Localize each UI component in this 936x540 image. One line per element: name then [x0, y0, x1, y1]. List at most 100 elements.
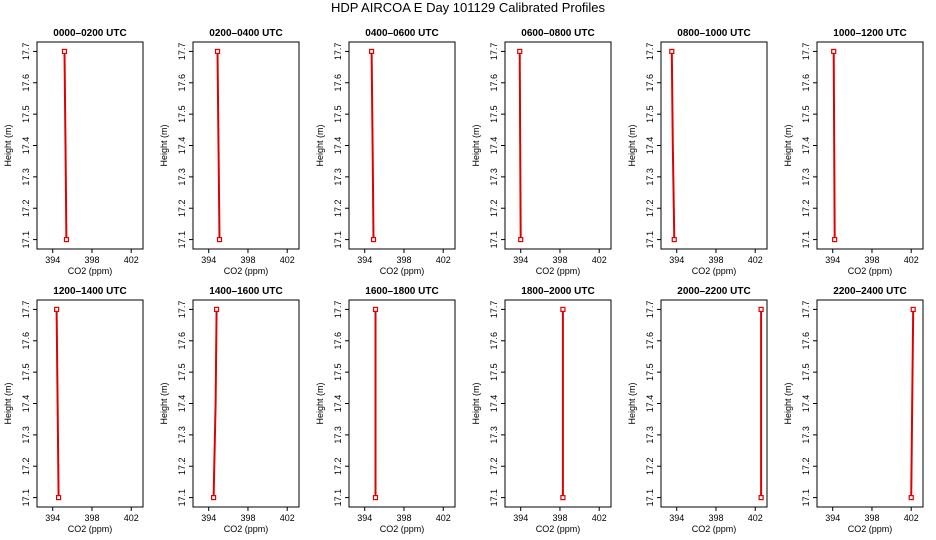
chart-panel: 0600–0800 UTC 394 398 402 CO2 (ppm) 17.1 17.2 1…: [471, 28, 612, 276]
y-tick-label: 17.3: [333, 168, 343, 186]
y-tick-label: 17.5: [177, 105, 187, 123]
y-tick-label: 17.7: [21, 301, 31, 319]
y-tick-label: 17.3: [801, 168, 811, 186]
x-tick-label: 398: [552, 255, 567, 265]
panel-title: 0400–0600 UTC: [365, 28, 438, 39]
plot-frame: [36, 299, 144, 508]
y-tick-label: 17.7: [333, 301, 343, 319]
y-tick-label: 17.7: [333, 43, 343, 61]
y-axis-label: Height (m): [315, 124, 325, 166]
data-point-marker: [908, 494, 914, 501]
x-tick-label: 398: [240, 513, 255, 523]
y-tick-label: 17.2: [645, 199, 655, 217]
plot-frame: [504, 299, 612, 508]
y-tick-label: 17.6: [645, 332, 655, 350]
y-tick-label: 17.4: [21, 395, 31, 413]
y-axis-label: Height (m): [3, 124, 13, 166]
y-tick-label: 17.5: [21, 105, 31, 123]
x-tick-label: 402: [592, 513, 607, 523]
plot-frame: [36, 41, 144, 250]
data-point-marker: [216, 236, 223, 243]
y-tick-label: 17.5: [801, 363, 811, 381]
y-tick-label: 17.6: [333, 332, 343, 350]
plot-frame: [348, 299, 456, 508]
x-tick-label: 398: [552, 513, 567, 523]
y-tick-label: 17.2: [21, 199, 31, 217]
x-tick-label: 398: [396, 513, 411, 523]
y-tick-label: 17.1: [801, 489, 811, 507]
plot-frame: [660, 299, 768, 508]
chart-panel: 0800–1000 UTC 394 398 402 CO2 (ppm) 17.1 17.2 1…: [627, 28, 768, 276]
x-tick-label: 398: [708, 255, 723, 265]
data-point-marker: [370, 236, 377, 243]
y-axis-label: Height (m): [159, 124, 169, 166]
x-axis-label: CO2 (ppm): [536, 266, 581, 276]
profile-line: [55, 309, 60, 498]
x-tick-label: 398: [864, 513, 879, 523]
profile-line: [670, 51, 676, 240]
y-tick-label: 17.4: [489, 137, 499, 155]
data-point-marker: [214, 48, 221, 55]
panel-title: 1000–1200 UTC: [833, 28, 906, 39]
y-tick-label: 17.1: [333, 489, 343, 507]
page-title: HDP AIRCOA E Day 101129 Calibrated Profi…: [330, 0, 606, 15]
panel-title: 1800–2000 UTC: [521, 286, 594, 297]
x-tick-label: 394: [669, 513, 684, 523]
y-tick-label: 17.7: [645, 43, 655, 61]
y-axis-label: Height (m): [3, 382, 13, 424]
data-point-marker: [560, 494, 566, 501]
panel-title: 1600–1800 UTC: [365, 286, 438, 297]
y-tick-label: 17.3: [177, 168, 187, 186]
y-tick-label: 17.3: [21, 168, 31, 186]
y-tick-label: 17.5: [489, 105, 499, 123]
x-tick-label: 394: [45, 255, 60, 265]
x-tick-label: 402: [280, 513, 295, 523]
chart-panel: 0200–0400 UTC 394 398 402 CO2 (ppm) 17.1 17.2 1…: [159, 28, 300, 276]
data-point-marker: [560, 306, 566, 313]
y-tick-label: 17.1: [21, 489, 31, 507]
x-tick-label: 394: [513, 513, 528, 523]
y-tick-label: 17.2: [801, 457, 811, 475]
data-point-marker: [758, 306, 764, 313]
chart-panel: 0000–0200 UTC 394 398 402 CO2 (ppm) 17.1 17.2 1…: [3, 28, 144, 276]
x-tick-label: 398: [864, 255, 879, 265]
chart-panel: 1200–1400 UTC 394 398 402 CO2 (ppm) 17.1 17.2 1…: [3, 286, 144, 534]
y-tick-label: 17.5: [21, 363, 31, 381]
profile-line: [63, 51, 68, 240]
x-tick-label: 402: [592, 255, 607, 265]
x-axis-label: CO2 (ppm): [536, 524, 581, 534]
y-axis-label: Height (m): [159, 382, 169, 424]
y-tick-label: 17.1: [333, 231, 343, 249]
x-axis-label: CO2 (ppm): [692, 266, 737, 276]
y-tick-label: 17.2: [489, 457, 499, 475]
profile-line: [370, 51, 375, 240]
x-tick-label: 394: [825, 255, 840, 265]
y-tick-label: 17.2: [801, 199, 811, 217]
panel-title: 0200–0400 UTC: [209, 28, 282, 39]
y-tick-label: 17.7: [177, 43, 187, 61]
y-tick-label: 17.5: [333, 363, 343, 381]
profile-line: [216, 51, 221, 240]
y-tick-label: 17.5: [177, 363, 187, 381]
y-tick-label: 17.3: [645, 168, 655, 186]
y-tick-label: 17.3: [645, 426, 655, 444]
y-axis-label: Height (m): [315, 382, 325, 424]
y-tick-label: 17.7: [645, 301, 655, 319]
y-tick-label: 17.2: [177, 199, 187, 217]
data-point-marker: [372, 494, 379, 501]
y-axis-label: Height (m): [471, 124, 481, 166]
y-tick-label: 17.2: [177, 457, 187, 475]
data-point-marker: [213, 306, 220, 313]
profile-line: [518, 51, 522, 240]
y-axis-label: Height (m): [783, 124, 793, 166]
x-axis-label: CO2 (ppm): [380, 524, 425, 534]
y-tick-label: 17.4: [645, 137, 655, 155]
y-tick-label: 17.2: [489, 199, 499, 217]
x-tick-label: 402: [436, 255, 451, 265]
y-tick-label: 17.4: [177, 395, 187, 413]
panel-title: 1200–1400 UTC: [53, 286, 126, 297]
data-point-marker: [55, 494, 62, 501]
x-tick-label: 394: [825, 513, 840, 523]
panel-title: 1400–1600 UTC: [209, 286, 282, 297]
